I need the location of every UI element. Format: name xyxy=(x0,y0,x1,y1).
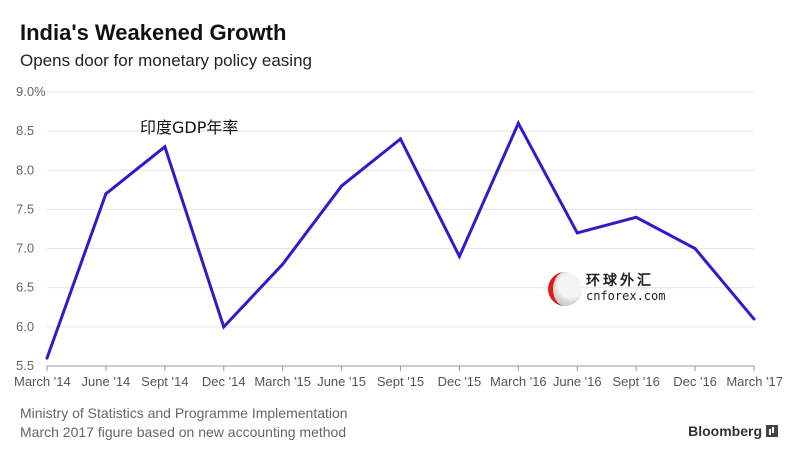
x-tick-label: Dec '15 xyxy=(438,374,482,389)
bloomberg-terminal-icon xyxy=(766,425,778,437)
data-point xyxy=(281,262,285,266)
x-tick-label: Sept '14 xyxy=(141,374,188,389)
data-point xyxy=(104,192,108,196)
x-tick-label: Sept '16 xyxy=(613,374,660,389)
x-tick-label: March '17 xyxy=(726,374,783,389)
x-tick-label: June '16 xyxy=(553,374,602,389)
y-tick-label: 6.0 xyxy=(16,319,34,334)
data-point xyxy=(575,231,579,235)
x-tick-label: Dec '16 xyxy=(673,374,717,389)
chart-title: India's Weakened Growth xyxy=(20,20,287,45)
data-point xyxy=(222,325,226,329)
x-tick-label: March '14 xyxy=(14,374,71,389)
y-tick-label: 8.0 xyxy=(16,162,34,177)
footnote: March 2017 figure based on new accountin… xyxy=(20,424,347,440)
data-point xyxy=(340,184,344,188)
y-tick-label: 9.0% xyxy=(16,84,46,99)
data-point xyxy=(634,215,638,219)
watermark: 环球外汇 cnforex.com xyxy=(548,272,665,306)
y-tick-label: 7.5 xyxy=(16,201,34,216)
chart-subtitle: Opens door for monetary policy easing xyxy=(20,51,312,70)
bloomberg-brand: Bloomberg xyxy=(688,423,778,439)
data-point xyxy=(457,254,461,258)
x-tick-label: Sept '15 xyxy=(377,374,424,389)
cnforex-logo-icon xyxy=(548,272,582,306)
series-line xyxy=(45,119,756,359)
x-tick-label: June '15 xyxy=(317,374,366,389)
x-tick-label: March '16 xyxy=(490,374,547,389)
watermark-cn: 环球外汇 xyxy=(586,273,654,289)
source-note: Ministry of Statistics and Programme Imp… xyxy=(20,405,348,421)
data-point xyxy=(516,121,520,125)
y-tick-label: 8.5 xyxy=(16,123,34,138)
x-axis-ticks: March '14 June '14 Sept '14 Dec '14 March '1… xyxy=(14,366,783,389)
y-axis-ticks: 5.5 6.0 6.5 7.0 7.5 8.0 8.5 9.0% xyxy=(16,84,46,373)
data-point xyxy=(399,137,402,141)
x-tick-label: Dec '14 xyxy=(202,374,246,389)
series-layer xyxy=(45,119,756,360)
brand-label: Bloomberg xyxy=(688,423,762,439)
data-point xyxy=(752,317,756,321)
x-tick-label: March '15 xyxy=(254,374,311,389)
y-tick-label: 7.0 xyxy=(16,241,34,256)
data-point xyxy=(163,145,167,149)
x-tick-label: June '14 xyxy=(82,374,131,389)
data-point xyxy=(693,247,697,251)
y-tick-label: 5.5 xyxy=(16,358,34,373)
watermark-en: cnforex.com xyxy=(586,289,666,303)
data-point xyxy=(45,356,49,360)
y-tick-label: 6.5 xyxy=(16,280,34,295)
chart-annotation: 印度GDP年率 xyxy=(140,118,238,137)
